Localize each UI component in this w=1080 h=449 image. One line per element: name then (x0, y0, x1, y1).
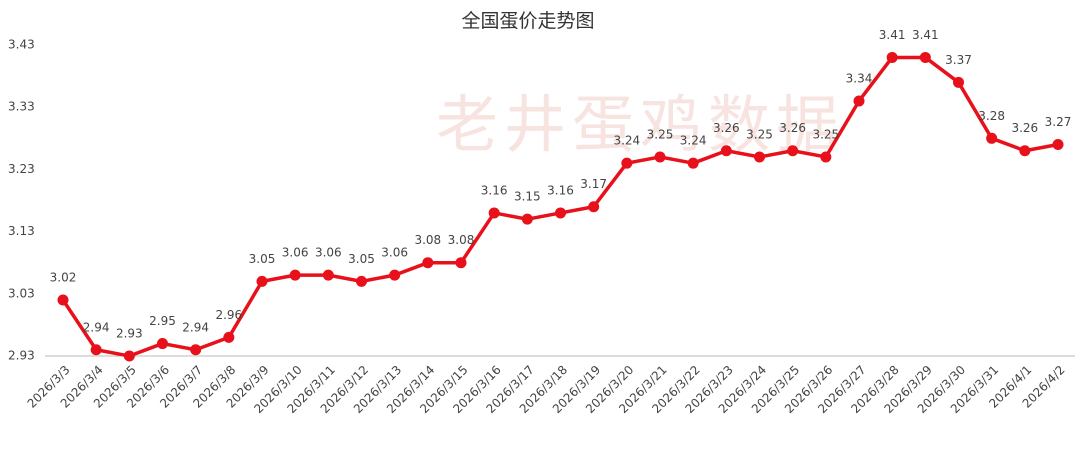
value-label: 3.26 (1011, 121, 1038, 135)
point (720, 145, 732, 157)
value-label: 3.26 (779, 121, 806, 135)
value-label: 2.94 (182, 320, 209, 334)
value-label: 3.28 (978, 109, 1005, 123)
point (886, 51, 898, 63)
watermark: 老井蛋鸡数据 (436, 88, 844, 161)
point (256, 275, 268, 287)
value-label: 3.06 (315, 246, 342, 260)
point (455, 257, 467, 269)
value-label: 3.05 (348, 252, 375, 266)
value-label: 3.26 (713, 121, 740, 135)
point (986, 132, 998, 144)
value-label: 3.24 (680, 134, 707, 148)
value-label: 2.94 (83, 320, 110, 334)
value-label: 3.24 (613, 134, 640, 148)
chart-title: 全国蛋价走势图 (461, 10, 594, 32)
value-label: 3.08 (414, 233, 441, 247)
value-label: 3.34 (846, 71, 873, 85)
point (157, 338, 168, 350)
value-label: 3.17 (580, 177, 607, 191)
point (1052, 139, 1064, 151)
point (754, 151, 765, 163)
point (521, 213, 533, 225)
point (289, 269, 301, 281)
point (190, 344, 202, 356)
point (322, 269, 334, 281)
value-label: 3.06 (381, 246, 408, 260)
point (223, 331, 235, 343)
value-label: 3.37 (945, 53, 972, 67)
value-label: 3.16 (481, 183, 508, 197)
point (919, 51, 931, 63)
point (90, 344, 102, 356)
point (57, 294, 69, 306)
point (356, 275, 367, 287)
point (555, 207, 566, 219)
value-label: 2.96 (215, 308, 242, 322)
value-label: 3.08 (448, 233, 475, 247)
point (389, 269, 401, 281)
point (422, 257, 434, 269)
value-label: 3.25 (746, 127, 773, 141)
y-tick-label: 3.13 (8, 224, 35, 238)
point (687, 157, 699, 169)
point (1019, 145, 1031, 157)
y-tick-label: 3.43 (8, 38, 35, 52)
point (123, 350, 135, 362)
y-tick-label: 2.93 (8, 349, 35, 363)
value-label: 2.93 (116, 327, 143, 341)
value-label: 3.41 (879, 28, 906, 42)
point (488, 207, 500, 219)
point (588, 201, 600, 213)
value-label: 3.27 (1045, 115, 1072, 129)
y-tick-label: 3.23 (8, 162, 35, 176)
value-label: 3.41 (912, 28, 939, 42)
point (953, 76, 964, 88)
value-label: 2.95 (149, 314, 176, 328)
y-tick-label: 3.03 (8, 286, 35, 300)
value-label: 3.25 (812, 127, 839, 141)
y-tick-label: 3.33 (8, 100, 35, 114)
point (820, 151, 832, 163)
value-label: 3.25 (647, 127, 674, 141)
point (787, 145, 799, 157)
point (654, 151, 666, 163)
value-label: 3.02 (50, 271, 77, 285)
point (853, 95, 865, 107)
value-label: 3.16 (547, 183, 574, 197)
value-label: 3.05 (249, 252, 276, 266)
point (621, 157, 633, 169)
value-label: 3.06 (282, 246, 309, 260)
value-label: 3.15 (514, 190, 541, 204)
